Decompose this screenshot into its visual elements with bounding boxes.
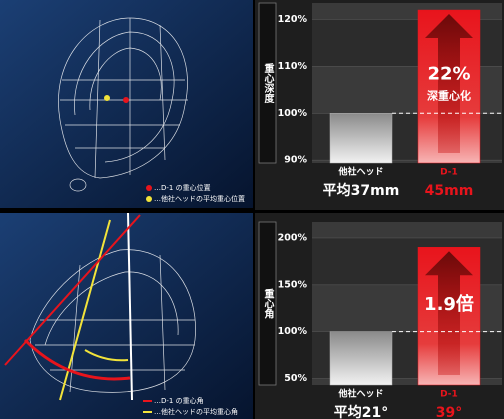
- chart-title: 重心深度: [262, 62, 274, 104]
- x-tick-label: 他社ヘッド: [337, 166, 383, 178]
- y-tick-label: 100%: [278, 326, 308, 337]
- annotation: 22%: [427, 63, 470, 84]
- y-tick-label: 200%: [278, 232, 308, 243]
- legend-text: …他社ヘッドの平均重心角: [154, 407, 238, 416]
- value-note: 39°: [436, 405, 462, 419]
- bar: [329, 113, 393, 164]
- legend-dot: [146, 196, 152, 202]
- illustration-bg: [0, 0, 253, 208]
- annotation-sub: 深重心化: [427, 88, 471, 102]
- angle-arc: [23, 338, 131, 381]
- legend-text: …D-1 の重心角: [154, 396, 204, 405]
- illustration-bg: [0, 213, 253, 419]
- angle-line: [4, 214, 141, 366]
- y-tick-label: 50%: [284, 373, 307, 384]
- title-box: [258, 2, 277, 164]
- chart-title: 重心角: [262, 287, 274, 319]
- y-tick-label: 110%: [278, 61, 308, 72]
- arrow: [425, 14, 473, 154]
- legend-text: …D-1 の重心位置: [154, 183, 211, 192]
- x-tick-label: D-1: [440, 168, 458, 178]
- y-tick-label: 120%: [278, 14, 308, 25]
- legend-text: …他社ヘッドの平均重心位置: [154, 194, 245, 203]
- marker-other: [104, 95, 110, 101]
- x-tick-label: D-1: [440, 390, 458, 400]
- value-note: 45mm: [425, 183, 474, 199]
- y-tick-label: 90%: [284, 155, 307, 166]
- bar: [329, 331, 393, 386]
- value-note: 平均37mm: [323, 182, 400, 199]
- arrow: [425, 251, 473, 375]
- shaft-line: [127, 212, 133, 401]
- y-tick-label: 150%: [278, 279, 308, 290]
- marker-d1: [123, 97, 129, 103]
- value-note: 平均21°: [334, 404, 388, 419]
- angle-arc: [84, 349, 129, 362]
- y-tick-label: 100%: [278, 108, 308, 119]
- legend-dot: [146, 185, 152, 191]
- annotation: 1.9倍: [424, 293, 474, 315]
- title-box: [258, 221, 277, 386]
- x-tick-label: 他社ヘッド: [337, 388, 383, 400]
